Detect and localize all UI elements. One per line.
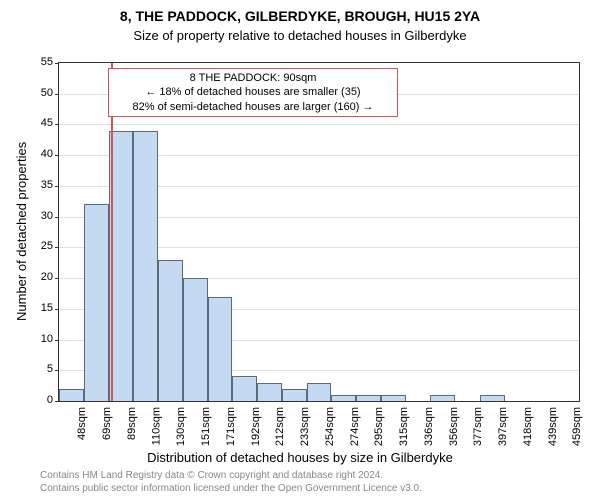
histogram-bar	[84, 204, 109, 401]
xtick-label: 130sqm	[175, 407, 187, 446]
annotation-line-1: 8 THE PADDOCK: 90sqm	[113, 71, 393, 85]
ytick-label: 50	[29, 87, 53, 99]
histogram-bar	[480, 395, 505, 401]
xtick-label: 69sqm	[101, 407, 113, 440]
histogram-bar	[331, 395, 356, 401]
xtick-label: 171sqm	[225, 407, 237, 446]
histogram-bar	[59, 389, 84, 401]
ytick-label: 30	[29, 210, 53, 222]
ytick-label: 25	[29, 240, 53, 252]
annotation-box: 8 THE PADDOCK: 90sqm ← 18% of detached h…	[108, 68, 398, 117]
histogram-bar	[356, 395, 381, 401]
ytick-label: 45	[29, 117, 53, 129]
y-axis-label: Number of detached properties	[14, 142, 29, 321]
ytick-label: 20	[29, 271, 53, 283]
histogram-bar	[158, 260, 183, 401]
x-axis-label: Distribution of detached houses by size …	[0, 450, 600, 465]
chart-container: { "title_main": "8, THE PADDOCK, GILBERD…	[0, 0, 600, 500]
xtick-label: 212sqm	[274, 407, 286, 446]
xtick-label: 315sqm	[398, 407, 410, 446]
xtick-label: 48sqm	[76, 407, 88, 440]
xtick-label: 356sqm	[448, 407, 460, 446]
xtick-label: 377sqm	[473, 407, 485, 446]
ytick-label: 5	[29, 363, 53, 375]
histogram-bar	[133, 131, 158, 401]
ytick-label: 15	[29, 302, 53, 314]
xtick-label: 295sqm	[374, 407, 386, 446]
chart-title-main: 8, THE PADDOCK, GILBERDYKE, BROUGH, HU15…	[0, 8, 600, 24]
xtick-label: 274sqm	[349, 407, 361, 446]
ytick-label: 55	[29, 56, 53, 68]
chart-title-sub: Size of property relative to detached ho…	[0, 28, 600, 43]
attribution-line-2: Contains public sector information licen…	[40, 483, 422, 494]
ytick-label: 40	[29, 148, 53, 160]
annotation-line-2: ← 18% of detached houses are smaller (35…	[113, 85, 393, 99]
ytick-label: 35	[29, 179, 53, 191]
histogram-bar	[381, 395, 406, 401]
xtick-label: 459sqm	[572, 407, 584, 446]
annotation-line-3: 82% of semi-detached houses are larger (…	[113, 100, 393, 114]
xtick-label: 89sqm	[126, 407, 138, 440]
histogram-bar	[430, 395, 455, 401]
histogram-bar	[307, 383, 332, 401]
histogram-bar	[282, 389, 307, 401]
xtick-label: 439sqm	[547, 407, 559, 446]
attribution-line-1: Contains HM Land Registry data © Crown c…	[40, 470, 383, 481]
xtick-label: 151sqm	[200, 407, 212, 446]
histogram-bar	[183, 278, 208, 401]
ytick-label: 10	[29, 333, 53, 345]
histogram-bar	[208, 297, 233, 401]
xtick-label: 336sqm	[423, 407, 435, 446]
xtick-label: 418sqm	[522, 407, 534, 446]
xtick-label: 254sqm	[324, 407, 336, 446]
ytick-label: 0	[29, 394, 53, 406]
xtick-label: 110sqm	[151, 407, 163, 445]
xtick-label: 192sqm	[250, 407, 262, 446]
histogram-bar	[232, 376, 257, 401]
xtick-label: 233sqm	[299, 407, 311, 446]
xtick-label: 397sqm	[497, 407, 509, 446]
histogram-bar	[257, 383, 282, 401]
